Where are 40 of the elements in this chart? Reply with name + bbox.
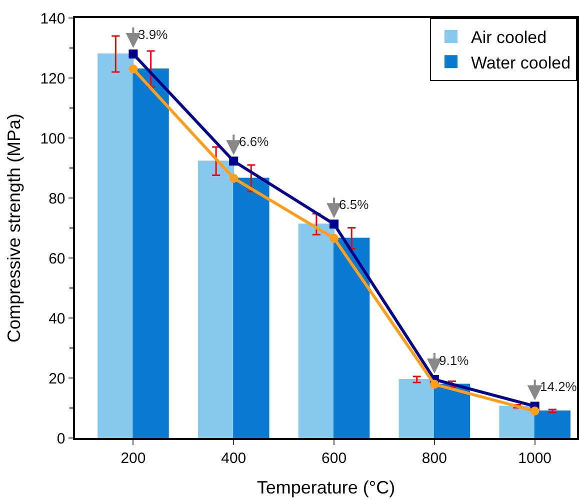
y-tick-label: 60: [48, 250, 66, 268]
y-tick-label: 0: [56, 430, 66, 448]
x-tick-label: 600: [322, 450, 347, 467]
point: [330, 234, 339, 243]
x-tick-label: 1000: [518, 450, 552, 467]
point: [430, 380, 439, 389]
x-tick-label: 200: [120, 450, 146, 467]
point: [128, 64, 138, 74]
bar: [434, 384, 470, 438]
annotation: 14.2%: [540, 379, 578, 394]
y-tick-label: 20: [48, 370, 66, 388]
bar: [132, 68, 169, 438]
legend-label: Water cooled: [471, 53, 571, 72]
bar: [98, 54, 134, 438]
legend-label: Air cooled: [471, 28, 547, 48]
bar: [198, 160, 234, 438]
y-tick-label: 120: [40, 70, 66, 88]
point: [530, 406, 540, 416]
x-tick-label: 400: [221, 450, 246, 467]
bar: [534, 410, 570, 438]
bar: [233, 178, 270, 438]
annotation: 6.6%: [239, 134, 270, 149]
point: [330, 220, 339, 229]
y-tick-label: 40: [48, 310, 66, 328]
bar: [298, 224, 335, 438]
point: [229, 174, 238, 183]
annotation: 6.5%: [339, 197, 370, 212]
bar: [398, 379, 435, 438]
point: [229, 156, 238, 166]
annotation: 9.1%: [439, 353, 470, 368]
x-tick-label: 800: [422, 450, 447, 467]
bar: [334, 238, 370, 438]
annotation: 3.9%: [138, 27, 168, 42]
y-tick-label: 100: [40, 130, 66, 148]
point: [128, 50, 138, 58]
y-axis-title: Compressive strength (MPa): [4, 113, 24, 343]
y-tick-label: 140: [40, 10, 66, 28]
y-tick-label: 80: [48, 190, 66, 208]
bar: [499, 406, 536, 438]
x-axis-title: Temperature (°C): [256, 477, 396, 498]
